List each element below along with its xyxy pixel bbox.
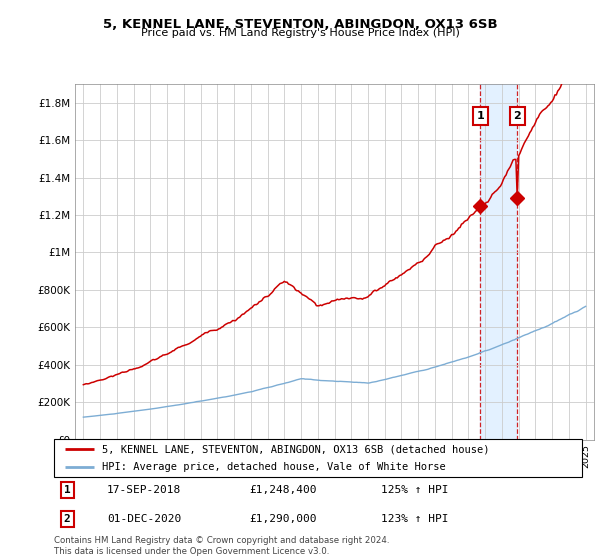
Text: Contains HM Land Registry data © Crown copyright and database right 2024.
This d: Contains HM Land Registry data © Crown c… <box>54 536 389 556</box>
Text: 1: 1 <box>64 485 71 495</box>
Text: 2: 2 <box>64 514 71 524</box>
Text: 125% ↑ HPI: 125% ↑ HPI <box>382 485 449 495</box>
Text: 17-SEP-2018: 17-SEP-2018 <box>107 485 181 495</box>
Text: 5, KENNEL LANE, STEVENTON, ABINGDON, OX13 6SB (detached house): 5, KENNEL LANE, STEVENTON, ABINGDON, OX1… <box>101 444 489 454</box>
Text: 123% ↑ HPI: 123% ↑ HPI <box>382 514 449 524</box>
Text: 1: 1 <box>476 111 484 121</box>
Text: Price paid vs. HM Land Registry's House Price Index (HPI): Price paid vs. HM Land Registry's House … <box>140 28 460 38</box>
Text: £1,290,000: £1,290,000 <box>250 514 317 524</box>
Text: £1,248,400: £1,248,400 <box>250 485 317 495</box>
Text: 2: 2 <box>514 111 521 121</box>
Text: 5, KENNEL LANE, STEVENTON, ABINGDON, OX13 6SB: 5, KENNEL LANE, STEVENTON, ABINGDON, OX1… <box>103 18 497 31</box>
FancyBboxPatch shape <box>54 439 582 477</box>
Bar <box>481 84 517 440</box>
Text: 01-DEC-2020: 01-DEC-2020 <box>107 514 181 524</box>
Text: HPI: Average price, detached house, Vale of White Horse: HPI: Average price, detached house, Vale… <box>101 462 445 472</box>
